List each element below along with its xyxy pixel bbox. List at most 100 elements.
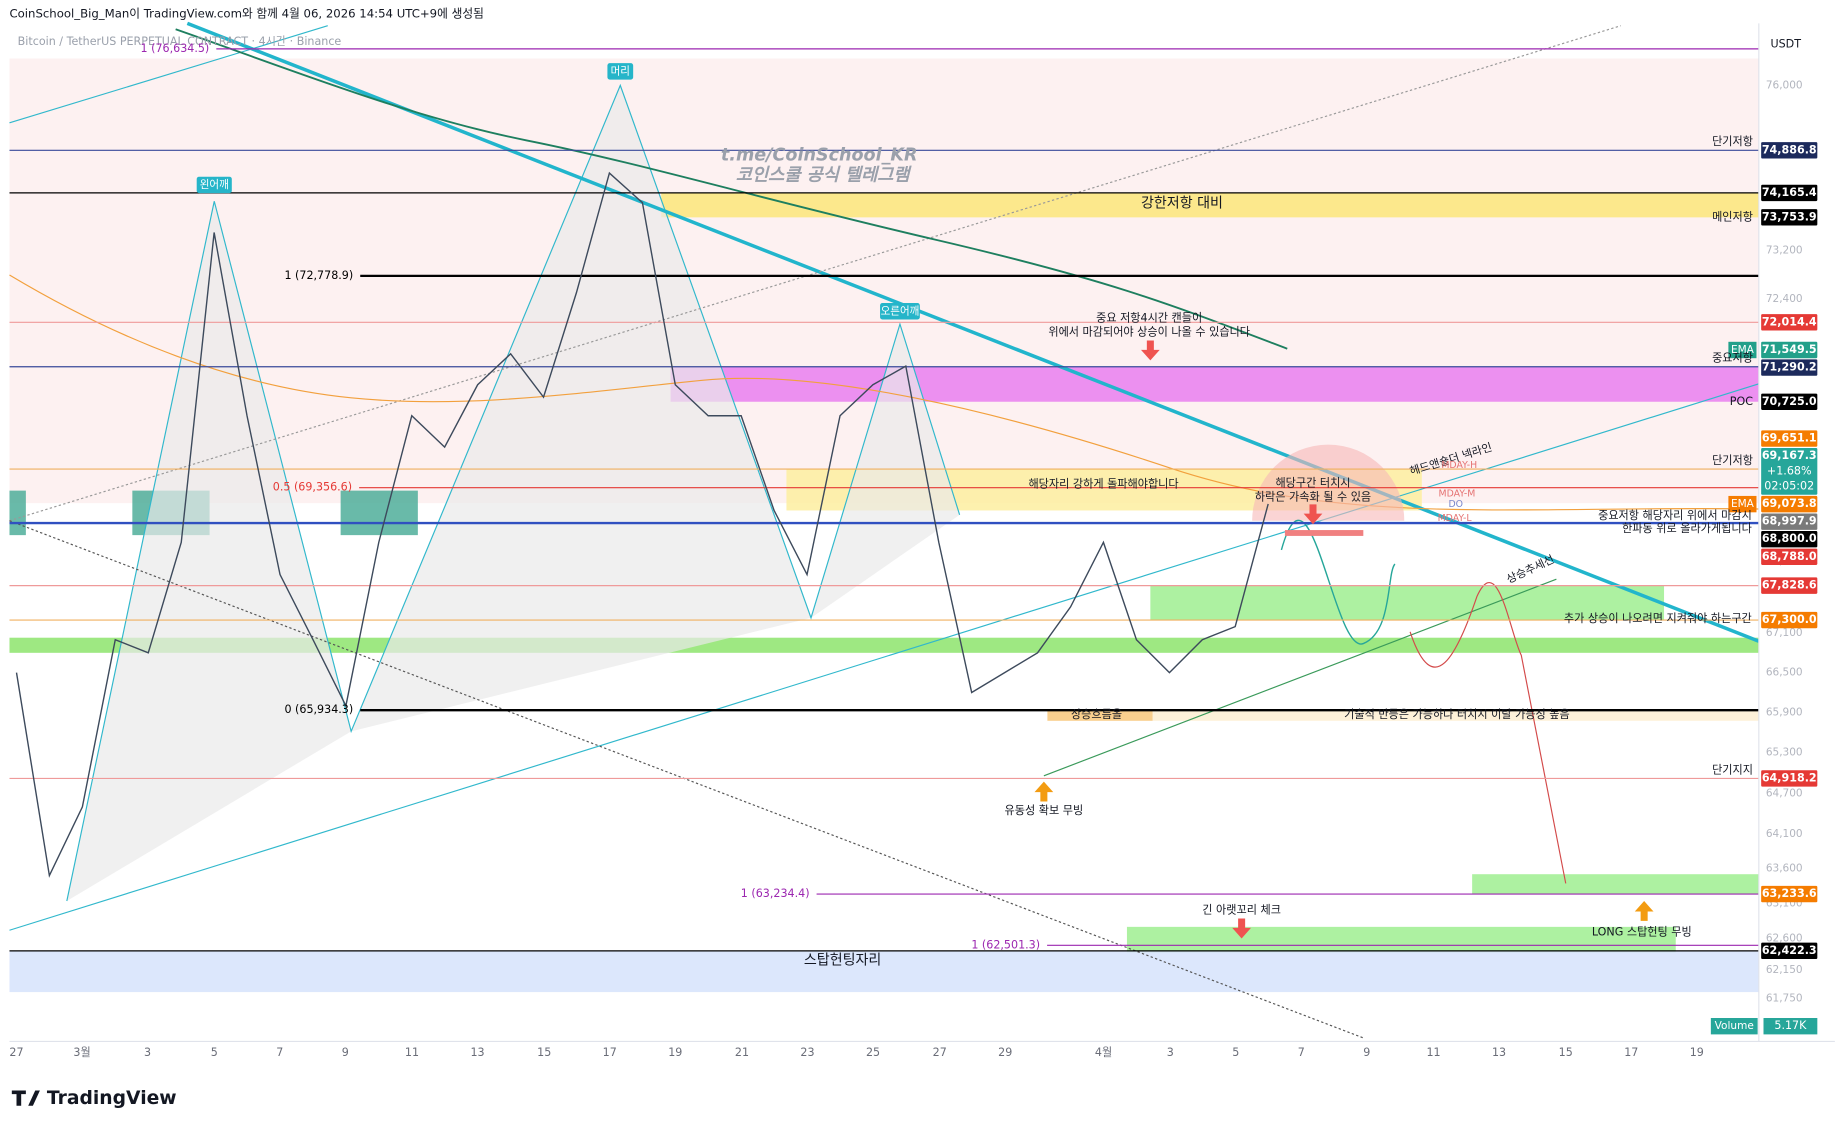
x-tick-label: 5: [211, 1046, 218, 1059]
fib-label: 0.5 (69,356.6): [273, 481, 352, 494]
x-tick-label: 23: [800, 1046, 814, 1059]
fib-label: 1 (63,234.4): [741, 887, 810, 900]
downtrend-line: [186, 21, 1760, 643]
fib-label: 1 (72,778.9): [284, 269, 353, 282]
price-badge-label: 74,886.8: [1762, 143, 1817, 156]
annotation: MDAY-H: [1441, 460, 1477, 471]
volume-label: Volume: [1715, 1020, 1754, 1032]
annotation: MDAY-L: [1438, 513, 1473, 524]
y-tick-label: 62,600: [1766, 932, 1803, 944]
x-tick-label: 17: [1624, 1046, 1638, 1059]
pattern-label: 오른어깨: [881, 305, 920, 317]
zone-label: 스탑헌팅자리: [804, 953, 881, 969]
y-tick-label: 65,300: [1766, 747, 1803, 759]
x-tick-label: 27: [933, 1046, 947, 1059]
zone: [1152, 710, 1759, 721]
x-tick-label: 11: [1426, 1046, 1440, 1059]
x-tick-label: 3월: [73, 1046, 90, 1059]
zone-label: 기술적 반등은 가능하나 터치시 이탈 가능성 높음: [1344, 707, 1570, 721]
price-badge: [1761, 942, 1818, 960]
annotation: 해당자리 강하게 돌파해야합니다: [1028, 476, 1178, 490]
shoulder-area: [66, 201, 352, 901]
price-badge: [1761, 359, 1818, 376]
up-arrow: [1634, 900, 1654, 921]
annotation: 해당구간 터치시: [1275, 476, 1350, 489]
red-box: [1284, 530, 1364, 536]
price-badge: [1761, 548, 1818, 565]
trend-line: [9, 25, 328, 124]
zone: [9, 950, 1759, 993]
zone: [1126, 926, 1676, 953]
price-badge-label: 69,651.1: [1762, 432, 1817, 445]
price-badge-label: 71,549.5: [1762, 343, 1817, 356]
x-tick-label: 19: [1690, 1046, 1704, 1059]
x-tick-label: 29: [998, 1046, 1012, 1059]
dotted-line: [9, 25, 1621, 522]
annotation: 중요 저항4시간 캔들이: [1096, 311, 1202, 324]
price-badge-label: 72,014.4: [1762, 315, 1817, 328]
price-badge-label: 73,753.9: [1762, 210, 1817, 223]
x-tick-label: 13: [1492, 1046, 1506, 1059]
price-badge-extra: 02:05:02: [1764, 480, 1814, 493]
zone: [9, 490, 26, 536]
annotation: 추가 상승이 나오려면 지켜줘야 하는구간: [1564, 611, 1752, 625]
x-tick-label: 11: [405, 1046, 419, 1059]
price-badge-label: 69,167.3: [1762, 449, 1817, 462]
annotation: 긴 아랫꼬리 체크: [1202, 903, 1281, 916]
price-badge-label: 69,073.8: [1762, 497, 1817, 510]
x-tick-label: 13: [470, 1046, 484, 1059]
price-badge: [1761, 341, 1818, 359]
y-tick-label: 76,000: [1766, 79, 1803, 91]
fib-label: 1 (76,634.5): [141, 42, 210, 55]
zone: [1047, 710, 1153, 721]
logo: TradingView: [47, 1088, 177, 1109]
x-tick-label: 17: [603, 1046, 617, 1059]
watermark: 코인스쿨 공식 텔레그램: [736, 166, 913, 186]
x-tick-label: 7: [1298, 1046, 1305, 1059]
y-tick-label: 63,600: [1766, 863, 1803, 875]
x-tick-label: 21: [735, 1046, 749, 1059]
down-arrow: [1232, 918, 1251, 939]
pattern-box: [196, 176, 232, 194]
x-tick-label: 19: [668, 1046, 682, 1059]
annotation: LONG 스탑헌팅 무빙: [1592, 926, 1692, 939]
price-badge-label: 64,918.2: [1762, 771, 1817, 784]
price-badge: [1761, 447, 1818, 495]
annotation: 하락은 가속화 될 수 있음: [1255, 489, 1371, 503]
price-badge-extra: +1.68%: [1767, 464, 1812, 477]
forecast-path: [1409, 582, 1567, 884]
price-badge-label: 71,290.2: [1762, 361, 1817, 374]
arrows: [1140, 340, 1323, 939]
price-badge: [1761, 209, 1818, 226]
symbol: Bitcoin / TetherUS PERPETUAL CONTRACT · …: [18, 35, 342, 48]
price-badge-label: 68,800.0: [1762, 532, 1817, 545]
tag: EMA: [1731, 498, 1755, 510]
tag: 메인저항: [1712, 210, 1753, 223]
credit: CoinSchool_Big_Man이 TradingView.com와 함께 …: [9, 7, 483, 21]
price-badge-label: 67,828.6: [1762, 579, 1817, 592]
price-badge: [1761, 142, 1818, 159]
annotation: 위에서 마감되어야 상승이 나올 수 있습니다: [1048, 325, 1250, 338]
pattern-line: [66, 83, 961, 902]
tag: 중요저항: [1712, 352, 1753, 365]
head-area: [351, 85, 812, 732]
price-badge: [1761, 885, 1818, 903]
x-tick-label: 5: [1232, 1046, 1239, 1059]
fib-label: 1 (62,501.3): [971, 938, 1040, 951]
price-badge-label: 74,165.4: [1762, 186, 1817, 199]
trend-line: [9, 383, 1759, 931]
pattern-label: 머리: [611, 65, 630, 77]
price-badge-label: 62,422.3: [1762, 944, 1817, 957]
arrows: [1034, 781, 1654, 921]
price-badge: [1761, 577, 1818, 594]
y-tick-label: 67,100: [1766, 627, 1803, 639]
annotation: MDAY-M: [1438, 488, 1475, 499]
tag: 단기저항: [1712, 454, 1753, 467]
zone-label: 상승흐름올: [1071, 708, 1122, 721]
annotation: DO: [1448, 499, 1463, 510]
price-badge: [1761, 531, 1818, 548]
x-tick-label: 15: [537, 1046, 551, 1059]
tag-box: [1728, 341, 1757, 359]
price-line: [15, 171, 1269, 878]
watermark: t.me/CoinSchool_KR: [721, 146, 918, 166]
